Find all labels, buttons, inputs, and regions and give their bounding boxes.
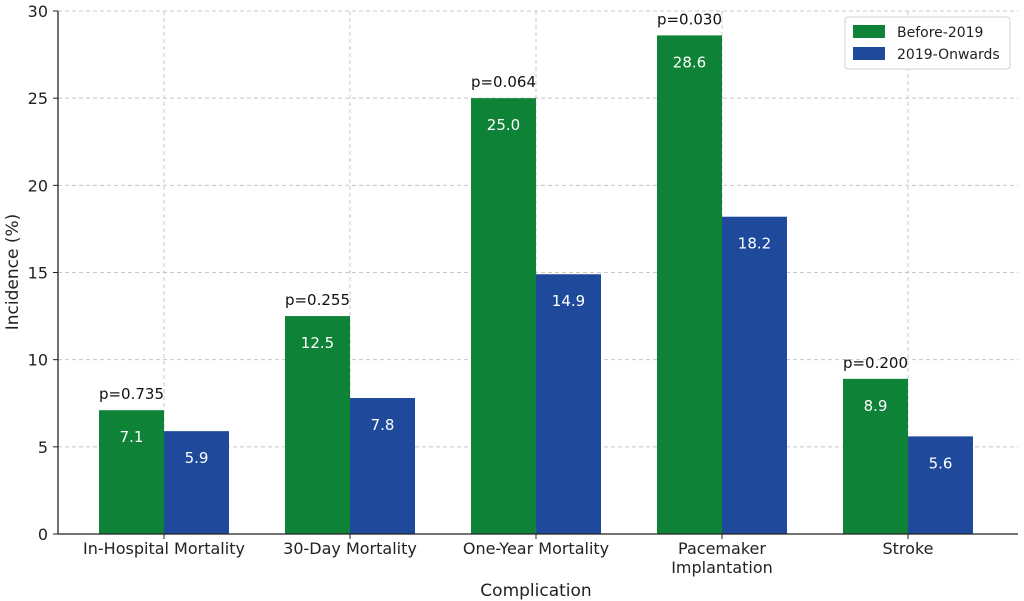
x-tick-label: One-Year Mortality [463, 539, 609, 558]
bar-value-label: 28.6 [673, 53, 706, 71]
x-tick-label: Pacemaker Implantation [671, 539, 773, 577]
x-tick-label-line: Pacemaker [678, 539, 766, 558]
bar-value-label: 5.9 [185, 449, 209, 467]
x-axis-title: Complication [480, 581, 591, 601]
y-tick-label: 20 [28, 176, 48, 195]
bar-value-label: 5.6 [929, 454, 953, 472]
bar-before-2019 [657, 35, 722, 534]
legend-swatch [853, 25, 885, 38]
bar-value-label: 7.1 [120, 428, 144, 446]
bar-value-label: 7.8 [371, 416, 395, 434]
bar-before-2019 [285, 316, 350, 534]
y-axis-title: Incidence (%) [3, 214, 23, 331]
x-tick-label-line: In-Hospital Mortality [83, 539, 245, 558]
bar-value-label: 14.9 [552, 292, 585, 310]
legend-label: Before-2019 [897, 25, 983, 41]
axes-layer: 0 5 10 15 20 25 30 In-Hospital Mortality 30-Day … [28, 2, 1018, 577]
p-value-annotation: p=0.735 [99, 385, 164, 403]
bar-before-2019 [99, 410, 164, 534]
y-tick-label: 5 [38, 438, 48, 457]
bar-value-label: 12.5 [301, 334, 334, 352]
legend-swatch [853, 47, 885, 60]
x-tick-label-line: One-Year Mortality [463, 539, 609, 558]
x-tick-label: Stroke [883, 539, 934, 558]
bar-value-label: 25.0 [487, 116, 520, 134]
legend-label: 2019-Onwards [897, 47, 1000, 63]
bar-2019-onwards [536, 274, 601, 534]
bar-2019-onwards [722, 216, 787, 535]
x-tick-label: 30-Day Mortality [283, 539, 417, 558]
x-tick-label-line: Implantation [671, 558, 773, 577]
y-tick-label: 30 [28, 2, 48, 21]
p-value-annotation: p=0.030 [657, 10, 722, 28]
y-tick-label: 15 [28, 264, 48, 283]
labels-layer: 7.1 12.5 25.0 28.6 8.9 5.9 7.8 14.9 18.2 5.6 p=0.7… [99, 10, 952, 472]
bar-value-label: 8.9 [864, 397, 888, 415]
bars-layer [99, 35, 973, 535]
bar-before-2019 [843, 378, 908, 534]
y-tick-label: 10 [28, 351, 48, 370]
y-tick-label: 0 [38, 525, 48, 544]
legend-box [844, 16, 1011, 70]
x-tick-label-line: Stroke [883, 539, 934, 558]
p-value-annotation: p=0.064 [471, 73, 536, 91]
p-value-annotation: p=0.255 [285, 291, 350, 309]
p-value-annotation: p=0.200 [843, 354, 908, 372]
bar-2019-onwards [350, 398, 415, 534]
bar-value-label: 18.2 [738, 235, 771, 253]
bar-before-2019 [471, 98, 536, 535]
y-tick-label: 25 [28, 89, 48, 108]
legend: Before-2019 2019-Onwards [844, 16, 1011, 70]
bar-2019-onwards [908, 436, 973, 534]
x-tick-label-line: 30-Day Mortality [283, 539, 417, 558]
x-tick-label: In-Hospital Mortality [83, 539, 245, 558]
bar-2019-onwards [164, 431, 229, 534]
